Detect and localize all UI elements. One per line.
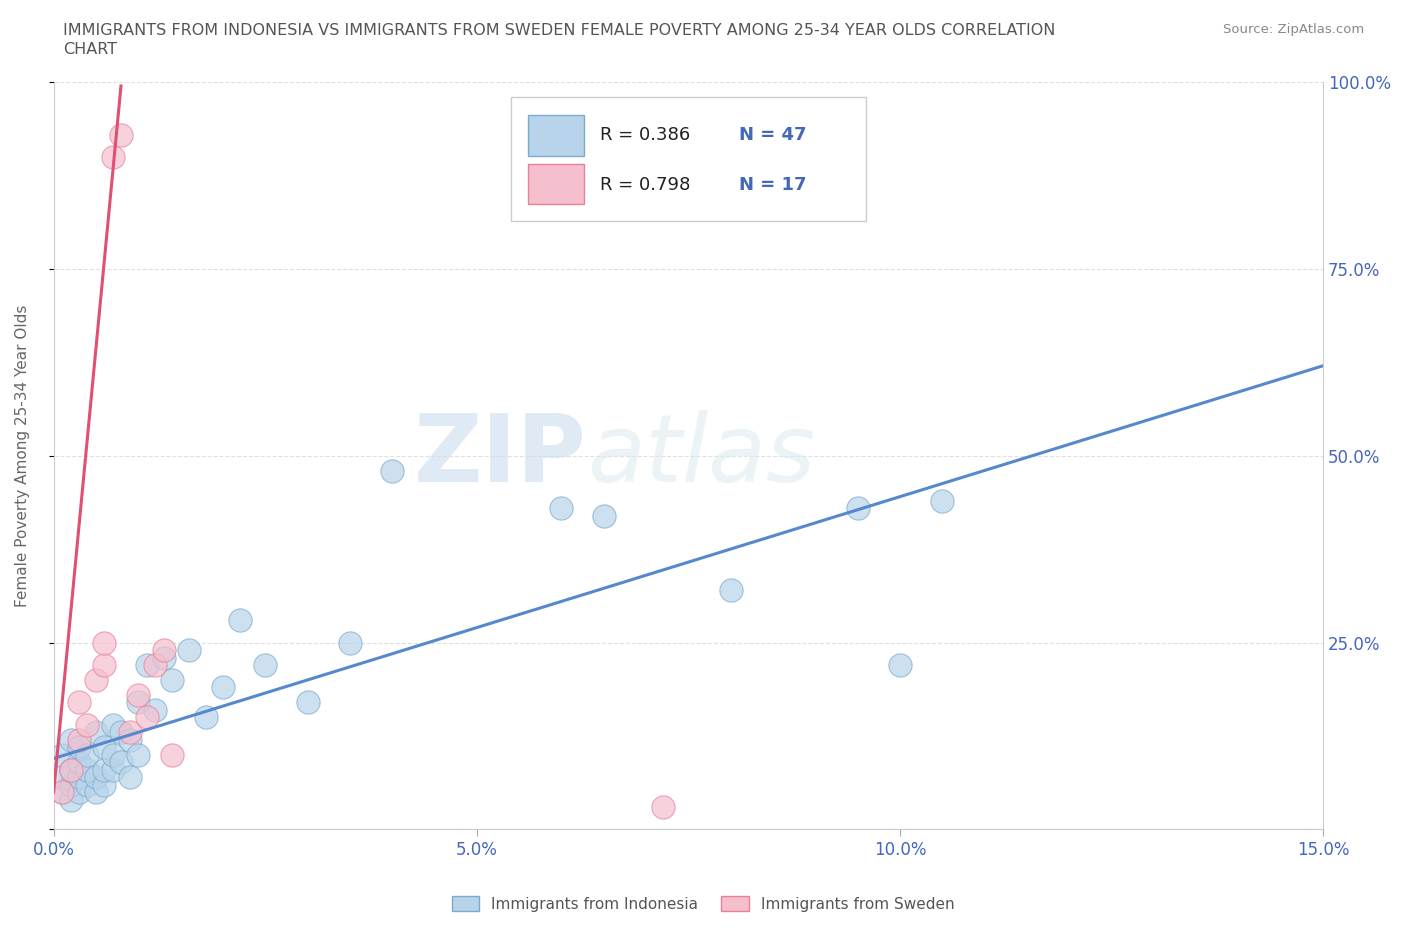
- Point: [135, 658, 157, 672]
- Point: [76, 777, 98, 792]
- Point: [51, 785, 73, 800]
- Text: CHART: CHART: [63, 42, 117, 57]
- Point: [67, 755, 90, 770]
- Point: [592, 508, 614, 523]
- Point: [889, 658, 911, 672]
- Point: [93, 739, 115, 754]
- Point: [152, 650, 174, 665]
- Text: R = 0.798: R = 0.798: [599, 176, 690, 193]
- Point: [110, 724, 132, 739]
- Point: [51, 785, 73, 800]
- Point: [93, 658, 115, 672]
- Text: N = 47: N = 47: [740, 126, 807, 144]
- Point: [110, 755, 132, 770]
- Point: [93, 763, 115, 777]
- Point: [143, 702, 166, 717]
- Point: [84, 672, 107, 687]
- Point: [212, 680, 235, 695]
- Point: [101, 150, 124, 165]
- Point: [118, 732, 141, 747]
- Point: [177, 643, 200, 658]
- Point: [152, 643, 174, 658]
- FancyBboxPatch shape: [510, 98, 866, 220]
- Point: [93, 635, 115, 650]
- Point: [110, 127, 132, 142]
- Point: [846, 500, 869, 515]
- Point: [118, 724, 141, 739]
- Point: [550, 500, 572, 515]
- Point: [84, 770, 107, 785]
- Point: [931, 493, 953, 508]
- Text: IMMIGRANTS FROM INDONESIA VS IMMIGRANTS FROM SWEDEN FEMALE POVERTY AMONG 25-34 Y: IMMIGRANTS FROM INDONESIA VS IMMIGRANTS …: [63, 23, 1056, 38]
- Point: [76, 763, 98, 777]
- Y-axis label: Female Poverty Among 25-34 Year Olds: Female Poverty Among 25-34 Year Olds: [15, 305, 30, 607]
- Point: [51, 748, 73, 763]
- Point: [67, 785, 90, 800]
- Text: atlas: atlas: [586, 410, 815, 501]
- Point: [101, 717, 124, 732]
- FancyBboxPatch shape: [529, 115, 585, 155]
- Point: [118, 770, 141, 785]
- Point: [67, 732, 90, 747]
- Point: [67, 770, 90, 785]
- Point: [101, 763, 124, 777]
- Point: [101, 748, 124, 763]
- FancyBboxPatch shape: [529, 164, 585, 205]
- Point: [160, 672, 183, 687]
- Point: [127, 748, 149, 763]
- Point: [143, 658, 166, 672]
- Point: [135, 710, 157, 724]
- Point: [229, 613, 252, 628]
- Text: ZIP: ZIP: [413, 410, 586, 502]
- Point: [160, 748, 183, 763]
- Point: [254, 658, 277, 672]
- Point: [59, 763, 82, 777]
- Point: [67, 695, 90, 710]
- Point: [652, 800, 675, 815]
- Point: [84, 785, 107, 800]
- Point: [76, 748, 98, 763]
- Point: [194, 710, 217, 724]
- Point: [339, 635, 361, 650]
- Point: [720, 583, 742, 598]
- Point: [297, 695, 319, 710]
- Point: [59, 792, 82, 807]
- Point: [127, 687, 149, 702]
- Point: [76, 717, 98, 732]
- Point: [93, 777, 115, 792]
- Point: [67, 739, 90, 754]
- Legend: Immigrants from Indonesia, Immigrants from Sweden: Immigrants from Indonesia, Immigrants fr…: [446, 889, 960, 918]
- Text: R = 0.386: R = 0.386: [599, 126, 690, 144]
- Point: [51, 770, 73, 785]
- Text: Source: ZipAtlas.com: Source: ZipAtlas.com: [1223, 23, 1364, 36]
- Text: N = 17: N = 17: [740, 176, 807, 193]
- Point: [59, 763, 82, 777]
- Point: [59, 777, 82, 792]
- Point: [381, 463, 404, 478]
- Point: [59, 732, 82, 747]
- Point: [84, 724, 107, 739]
- Point: [127, 695, 149, 710]
